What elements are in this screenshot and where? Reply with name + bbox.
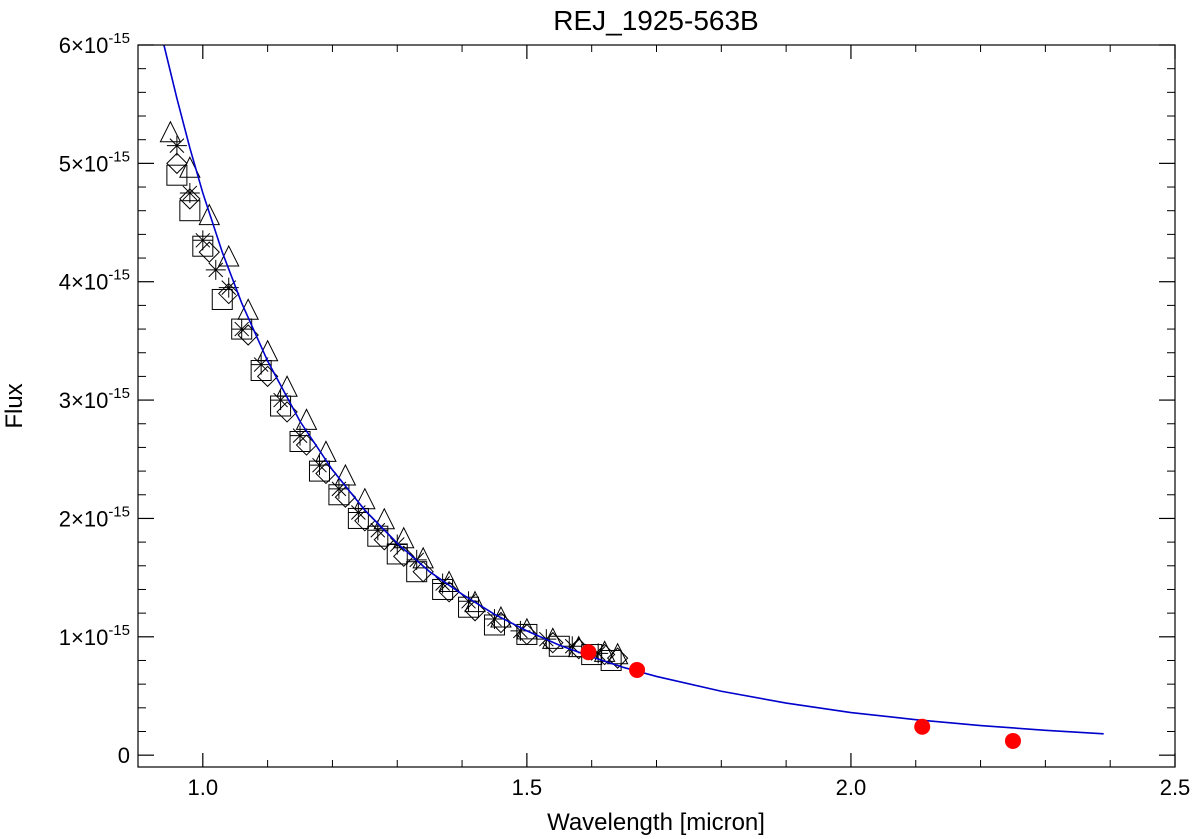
diamond-marker <box>438 581 460 603</box>
diamond-marker <box>295 434 318 456</box>
y-tick-label: 2×10-15 <box>59 503 130 531</box>
triangle-marker <box>295 408 318 430</box>
square-marker <box>179 200 201 222</box>
diamond-marker <box>166 152 188 175</box>
y-tick-exponent: -15 <box>108 622 130 639</box>
chart-title: REJ_1925-563B <box>553 5 758 36</box>
y-tick-mantissa: 4×10 <box>59 270 109 295</box>
y-tick-mantissa: 1×10 <box>59 625 109 650</box>
diamond-marker <box>393 545 415 568</box>
asterisk-marker <box>251 354 272 375</box>
y-tick-label: 5×10-15 <box>59 148 130 176</box>
photometry-point <box>914 718 931 735</box>
y-tick-exponent: -15 <box>108 503 130 520</box>
x-tick-label: 1.0 <box>188 775 219 800</box>
diamond-marker <box>334 486 357 508</box>
y-tick-label: 6×10-15 <box>59 30 130 58</box>
asterisk-marker <box>309 455 330 476</box>
y-tick-label: 0 <box>118 743 130 768</box>
x-tick-label: 2.0 <box>836 775 867 800</box>
fit-line <box>163 45 1104 735</box>
diamond-marker <box>354 510 376 532</box>
y-tick-label: 4×10-15 <box>59 267 130 295</box>
triangle-marker <box>490 605 512 628</box>
square-marker <box>432 578 454 600</box>
triangle-marker <box>606 642 629 665</box>
square-marker <box>289 431 311 453</box>
diamond-marker <box>593 643 616 666</box>
asterisk-marker <box>270 390 291 411</box>
plot-frame <box>137 44 1176 768</box>
photometry-point <box>1004 732 1021 749</box>
x-tick-label: 2.5 <box>1160 775 1191 800</box>
diamond-marker <box>490 611 512 634</box>
triangle-marker <box>373 507 396 530</box>
photometry-point <box>580 644 597 661</box>
triangle-marker <box>516 617 538 640</box>
y-tick-mantissa: 0 <box>118 743 130 768</box>
asterisk-marker <box>328 478 349 499</box>
square-marker <box>458 596 480 618</box>
axis-ticks: 1.0 1.5 2.0 2.501×10-152×10-153×10-154×10-1… <box>59 30 1191 800</box>
triangle-marker <box>412 546 434 569</box>
y-tick-exponent: -15 <box>108 148 130 165</box>
diamond-marker <box>464 600 486 622</box>
triangle-marker <box>541 627 564 649</box>
square-marker <box>367 525 389 547</box>
y-tick-label: 1×10-15 <box>59 622 130 650</box>
square-marker <box>548 635 570 657</box>
diamond-marker <box>218 282 240 305</box>
y-axis-label: Flux <box>1 383 28 428</box>
y-tick-exponent: -15 <box>108 267 130 284</box>
triangle-marker <box>392 526 415 549</box>
diamond-marker <box>256 365 279 388</box>
y-tick-mantissa: 3×10 <box>59 388 109 413</box>
y-tick-exponent: -15 <box>108 30 130 47</box>
y-tick-mantissa: 6×10 <box>59 33 109 58</box>
triangle-marker <box>159 120 182 143</box>
asterisk-marker <box>205 259 226 280</box>
plot-area <box>159 45 1104 749</box>
y-tick-label: 3×10-15 <box>59 385 130 413</box>
diamond-marker <box>179 188 201 210</box>
asterisk-marker <box>166 135 187 156</box>
diamond-marker <box>198 241 221 263</box>
square-marker <box>166 164 188 186</box>
square-marker <box>211 288 233 310</box>
asterisk-marker <box>231 319 252 340</box>
asterisk-marker <box>348 502 369 523</box>
diamond-marker <box>315 462 337 485</box>
diamond-marker <box>412 560 434 583</box>
diamond-marker <box>373 529 395 551</box>
photometry-point <box>629 661 646 678</box>
triangle-marker <box>198 203 221 226</box>
triangle-marker <box>464 590 486 613</box>
triangle-marker <box>354 487 376 510</box>
y-tick-mantissa: 2×10 <box>59 506 109 531</box>
x-tick-label: 1.5 <box>512 775 543 800</box>
y-tick-mantissa: 5×10 <box>59 151 109 176</box>
asterisk-marker <box>179 182 200 203</box>
x-axis-label: Wavelength [micron] <box>547 809 765 836</box>
y-tick-exponent: -15 <box>108 385 130 402</box>
asterisk-marker <box>192 230 213 251</box>
asterisk-marker <box>387 534 408 555</box>
